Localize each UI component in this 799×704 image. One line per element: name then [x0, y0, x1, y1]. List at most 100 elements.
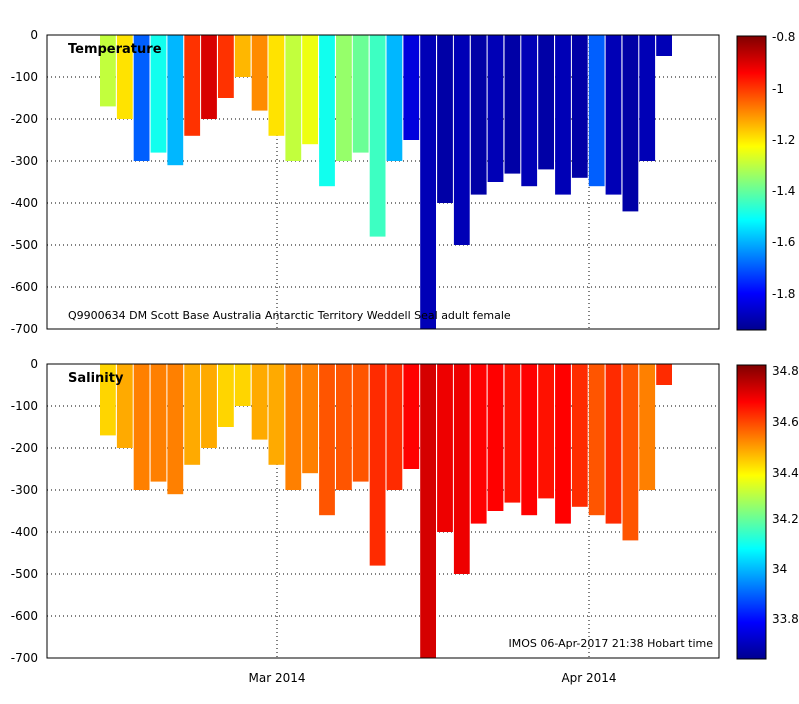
profile-bar: [437, 35, 453, 203]
profile-bar: [453, 35, 470, 245]
profile-bar: [116, 364, 133, 448]
temperature-colorbar-tick-label: -0.8: [772, 30, 795, 44]
profile-bar: [133, 35, 150, 161]
temperature-y-tick-label: 0: [30, 28, 38, 42]
salinity-colorbar-tick-label: 34.8: [772, 364, 799, 378]
temperature-colorbar-gradient: [736, 35, 767, 331]
profile-bar: [184, 35, 201, 136]
salinity-label: Salinity: [68, 371, 124, 386]
temperature-colorbar: -0.8 -1 -1.2 -1.4 -1.6 -1.8: [736, 30, 795, 331]
salinity-colorbar-tick-label: 34.6: [772, 415, 799, 429]
salinity-axes-frame: [46, 363, 720, 659]
profile-bar: [336, 364, 352, 490]
temperature-y-tick-label: -700: [11, 322, 38, 336]
profile-bar: [403, 35, 420, 140]
profile-bar: [622, 35, 639, 212]
profile-bar: [487, 35, 504, 182]
profile-bar: [184, 364, 201, 465]
profile-bar: [352, 35, 369, 153]
deployment-title: Q9900634 DM Scott Base Australia Antarct…: [68, 309, 511, 322]
salinity-y-tick-label: -600: [11, 609, 38, 623]
profile-bar: [386, 364, 403, 490]
profile-bar: [555, 364, 571, 524]
temperature-axes-frame: [46, 34, 720, 330]
profile-bar: [369, 35, 386, 237]
temperature-panel: 0 -100 -200 -300 -400 -500 -600 -700 Tem…: [11, 28, 720, 336]
profile-bar: [302, 35, 318, 145]
profile-bar: [538, 35, 554, 170]
temperature-y-tick-label: -200: [11, 112, 38, 126]
salinity-y-tick-label: -500: [11, 567, 38, 581]
profile-bar: [521, 35, 538, 187]
salinity-panel: 0 -100 -200 -300 -400 -500 -600 -700 Mar…: [11, 357, 720, 685]
salinity-y-tick-label: -300: [11, 483, 38, 497]
profile-bar: [571, 364, 588, 507]
salinity-y-tick-label: 0: [30, 357, 38, 371]
temperature-y-axis: 0 -100 -200 -300 -400 -500 -600 -700: [11, 28, 38, 336]
profile-bar: [420, 364, 436, 658]
profile-bar: [555, 35, 571, 195]
profile-bar: [319, 35, 335, 187]
profile-bar: [571, 35, 588, 178]
profile-bar: [218, 364, 234, 427]
salinity-colorbar-tick-label: 34: [772, 562, 787, 576]
profile-bar: [588, 35, 605, 187]
temperature-label: Temperature: [68, 42, 162, 57]
temperature-colorbar-tick-label: -1.4: [772, 184, 795, 198]
salinity-y-tick-label: -700: [11, 651, 38, 665]
profile-bar: [504, 364, 521, 503]
salinity-colorbar: 34.8 34.6 34.4 34.2 34 33.8: [736, 364, 799, 660]
profile-bar: [234, 35, 251, 77]
temperature-heatmap: [100, 35, 672, 329]
profile-bar: [302, 364, 318, 474]
salinity-colorbar-tick-label: 34.4: [772, 466, 799, 480]
profile-bar: [622, 364, 639, 541]
salinity-colorbar-tick-label: 34.2: [772, 512, 799, 526]
profile-bar: [201, 35, 217, 119]
salinity-y-axis: 0 -100 -200 -300 -400 -500 -600 -700: [11, 357, 38, 665]
temperature-colorbar-tick-label: -1.2: [772, 133, 795, 147]
temperature-y-tick-label: -500: [11, 238, 38, 252]
profile-bar: [150, 364, 167, 482]
profile-bar: [437, 364, 453, 532]
profile-bar: [504, 35, 521, 174]
temperature-y-tick-label: -600: [11, 280, 38, 294]
profile-bar: [268, 35, 285, 136]
profile-bar: [605, 364, 622, 524]
salinity-heatmap: [100, 364, 672, 658]
profile-bar: [100, 35, 116, 107]
profile-bar: [487, 364, 504, 511]
profile-bar: [656, 35, 672, 56]
profile-bar: [100, 364, 116, 436]
temperature-x-tick-label: Apr 2014: [561, 671, 616, 685]
temperature-colorbar-tick-label: -1.6: [772, 235, 795, 249]
temperature-colorbar-tick-label: -1.8: [772, 287, 795, 301]
salinity-y-tick-label: -100: [11, 399, 38, 413]
temperature-y-tick-label: -400: [11, 196, 38, 210]
profile-bar: [386, 35, 403, 161]
profile-bar: [133, 364, 150, 490]
profile-bar: [639, 364, 656, 490]
profile-bar: [538, 364, 554, 499]
profile-bar: [285, 364, 302, 490]
profile-bar: [116, 35, 133, 119]
temperature-y-tick-label: -300: [11, 154, 38, 168]
salinity-y-tick-label: -400: [11, 525, 38, 539]
salinity-y-tick-label: -200: [11, 441, 38, 455]
temperature-colorbar-tick-label: -1: [772, 82, 784, 96]
profile-bar: [251, 35, 268, 111]
profile-bar: [403, 364, 420, 469]
profile-bar: [319, 364, 335, 516]
profile-bar: [605, 35, 622, 195]
profile-bar: [588, 364, 605, 516]
profile-bar: [639, 35, 656, 161]
salinity-colorbar-gradient: [736, 364, 767, 660]
temperature-y-tick-label: -100: [11, 70, 38, 84]
profile-bar: [268, 364, 285, 465]
profile-bar: [369, 364, 386, 566]
profile-bar: [656, 364, 672, 385]
profile-bar: [234, 364, 251, 406]
footer-timestamp: IMOS 06-Apr-2017 21:38 Hobart time: [509, 637, 714, 650]
profile-bar: [218, 35, 234, 98]
